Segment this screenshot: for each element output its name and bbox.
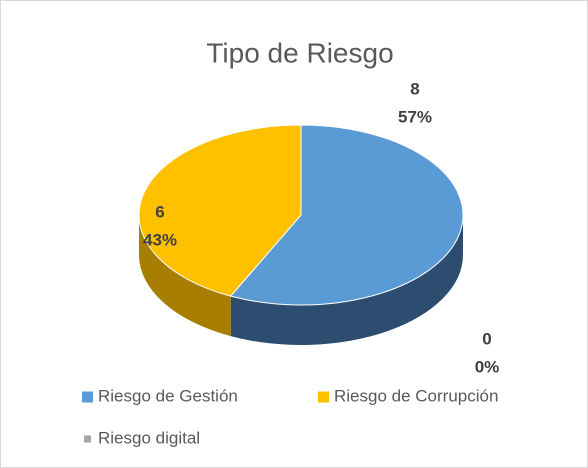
data-label: 8 (410, 79, 419, 98)
legend-label: Riesgo de Corrupción (334, 386, 498, 405)
legend-label: Riesgo de Gestión (98, 386, 238, 405)
legend-swatch (82, 391, 93, 403)
percent-label: 0% (475, 357, 500, 376)
slice (229, 124, 464, 306)
percent-label: 43% (143, 230, 177, 249)
percent-label: 57% (398, 107, 432, 126)
legend-label: Riesgo digital (98, 428, 200, 447)
slice-side (139, 215, 231, 337)
data-label: 6 (155, 202, 164, 221)
legend-swatch (318, 391, 329, 403)
chart-title: Tipo de Riesgo (206, 37, 393, 68)
slice-side (230, 215, 463, 345)
legend-swatch (84, 435, 91, 443)
slice (138, 124, 302, 297)
data-label: 0 (482, 329, 491, 348)
